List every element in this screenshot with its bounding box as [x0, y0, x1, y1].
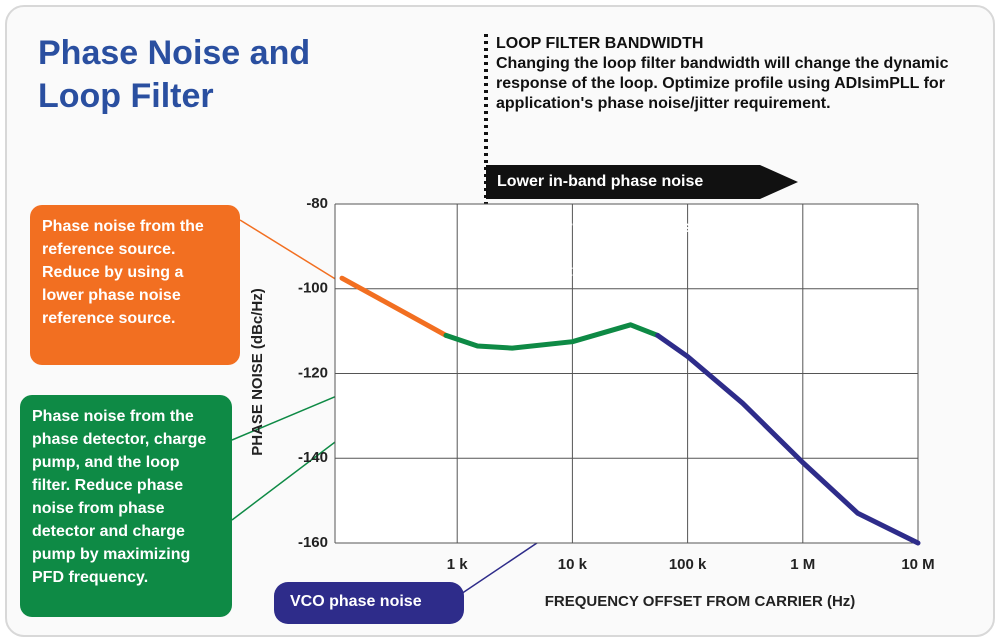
x-tick-label: 10 k	[558, 556, 588, 573]
line	[339, 275, 449, 338]
text: Changing the loop filter bandwidth will …	[496, 55, 949, 112]
effect: Higher far-out phase noise	[497, 219, 700, 236]
x-tick-label: 1 M	[790, 556, 815, 573]
effect: Faster settling time	[497, 263, 644, 280]
arrow	[486, 165, 798, 199]
callout: Phase noise from the reference source. R…	[30, 205, 240, 365]
x-tick-label: 100 k	[669, 556, 707, 573]
effect: Lower in-band phase noise	[497, 173, 704, 190]
y-tick-label: -120	[298, 364, 328, 381]
y-tick-label: -140	[298, 449, 328, 466]
loop-filter-note: LOOP FILTER BANDWIDTH Changing the loop …	[496, 34, 986, 114]
x-tick-label: 10 M	[901, 556, 934, 573]
y-tick-label: -80	[306, 195, 328, 212]
title: Phase Noise and Loop Filter	[38, 34, 311, 115]
line	[443, 322, 661, 351]
callout-line	[239, 219, 338, 281]
callout: Phase noise from the phase detector, cha…	[20, 395, 232, 617]
y-tick-label: -160	[298, 534, 328, 551]
line	[655, 332, 921, 546]
y-axis-label: PHASE NOISE (dBc/Hz)	[249, 288, 266, 456]
heading: LOOP FILTER BANDWIDTH	[496, 35, 704, 52]
y-tick-label: -100	[298, 280, 328, 297]
callout: VCO phase noise	[274, 582, 464, 624]
x-tick-label: 1 k	[447, 556, 469, 573]
x-axis-label: FREQUENCY OFFSET FROM CARRIER (Hz)	[545, 593, 856, 610]
